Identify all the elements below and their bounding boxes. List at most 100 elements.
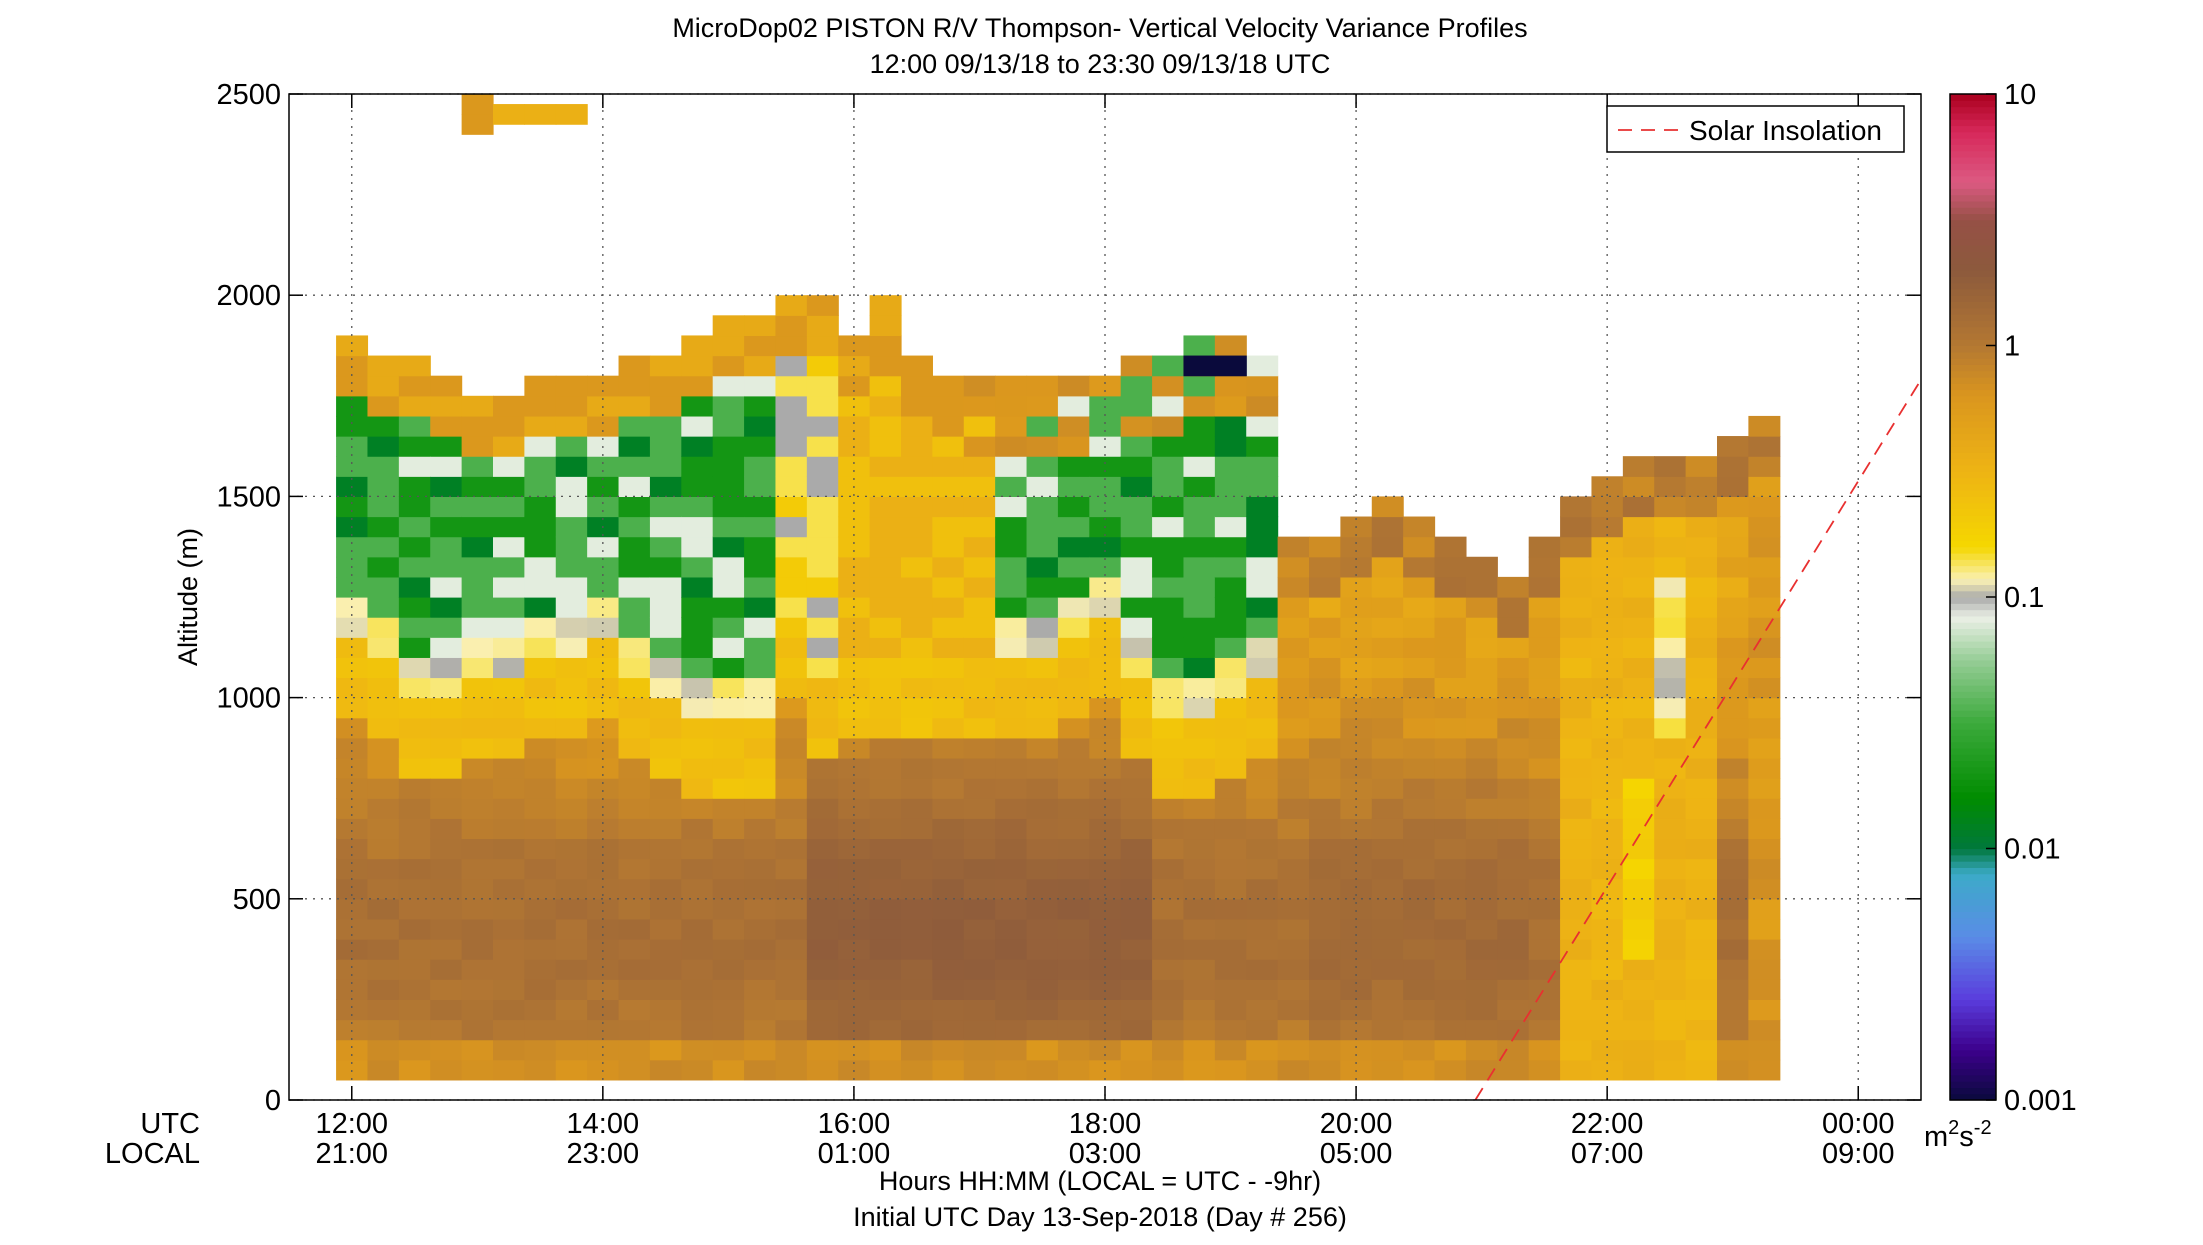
colorbar-segment bbox=[1950, 150, 1996, 158]
heatmap-cell bbox=[995, 999, 1028, 1021]
heatmap-cell bbox=[712, 1059, 745, 1081]
heatmap-cell bbox=[1057, 798, 1090, 819]
heatmap-cell bbox=[1152, 516, 1185, 538]
heatmap-cell bbox=[1654, 798, 1687, 819]
heatmap-cell bbox=[430, 898, 463, 920]
heatmap-cell bbox=[1340, 838, 1373, 860]
heatmap-cell bbox=[1717, 878, 1749, 900]
heatmap-cell bbox=[1685, 516, 1718, 538]
heatmap-cell bbox=[995, 918, 1028, 940]
heatmap-cell bbox=[869, 818, 902, 840]
heatmap-cell bbox=[1685, 838, 1718, 860]
heatmap-cell bbox=[398, 597, 431, 618]
heatmap-cell bbox=[1277, 959, 1310, 980]
heatmap-cell bbox=[901, 918, 933, 940]
heatmap-cell bbox=[1277, 637, 1310, 658]
heatmap-cell bbox=[398, 918, 431, 940]
heatmap-cell bbox=[618, 798, 651, 819]
heatmap-cell bbox=[1277, 1039, 1310, 1061]
heatmap-cell bbox=[963, 496, 996, 518]
heatmap-cell bbox=[555, 1059, 588, 1081]
colorbar-segment bbox=[1950, 615, 1996, 623]
colorbar-segment bbox=[1950, 697, 1996, 705]
heatmap-cell bbox=[1685, 576, 1718, 598]
colorbar-segment bbox=[1950, 559, 1996, 567]
heatmap-cell bbox=[493, 104, 525, 125]
heatmap-cell bbox=[1089, 778, 1122, 799]
heatmap-cell bbox=[430, 697, 463, 719]
heatmap-cell bbox=[681, 818, 714, 840]
heatmap-cell bbox=[524, 999, 557, 1021]
heatmap-cell bbox=[744, 677, 777, 699]
x-tick-label-utc: 12:00 bbox=[315, 1108, 388, 1140]
heatmap-cell bbox=[461, 918, 494, 940]
heatmap-cell bbox=[1183, 375, 1216, 397]
colorbar-segment bbox=[1950, 879, 1996, 887]
heatmap-cell bbox=[1685, 1039, 1718, 1061]
heatmap-cell bbox=[1371, 778, 1404, 799]
heatmap-cell bbox=[1622, 798, 1655, 819]
heatmap-cell bbox=[367, 939, 400, 960]
heatmap-cell bbox=[901, 878, 933, 900]
heatmap-cell bbox=[1591, 898, 1624, 920]
heatmap-cell bbox=[1246, 717, 1279, 739]
colorbar-segment bbox=[1950, 521, 1996, 529]
heatmap-cell bbox=[806, 395, 839, 417]
heatmap-cell bbox=[963, 436, 996, 457]
heatmap-cell bbox=[744, 1059, 777, 1081]
heatmap-cell bbox=[1591, 617, 1624, 638]
heatmap-cell bbox=[744, 415, 777, 437]
heatmap-cell bbox=[1089, 456, 1122, 477]
heatmap-cell bbox=[869, 858, 902, 880]
colorbar-segment bbox=[1950, 823, 1996, 831]
heatmap-cell bbox=[1497, 959, 1530, 980]
heatmap-cell bbox=[336, 757, 369, 779]
colorbar-segment bbox=[1950, 1055, 1996, 1063]
heatmap-cell bbox=[963, 939, 996, 960]
heatmap-cell bbox=[336, 335, 369, 357]
heatmap-cell bbox=[681, 536, 714, 558]
heatmap-cell bbox=[1497, 918, 1530, 940]
colorbar-segment bbox=[1950, 307, 1996, 315]
colorbar-segment bbox=[1950, 829, 1996, 837]
heatmap-cell bbox=[869, 415, 902, 437]
heatmap-cell bbox=[995, 436, 1028, 457]
heatmap-cell bbox=[712, 476, 745, 497]
colorbar-segment bbox=[1950, 1024, 1996, 1032]
colorbar-segment bbox=[1950, 383, 1996, 391]
colorbar-segment bbox=[1950, 804, 1996, 812]
heatmap-cell bbox=[649, 657, 682, 679]
heatmap-cell bbox=[1246, 878, 1279, 900]
heatmap-cell bbox=[587, 918, 620, 940]
heatmap-cell bbox=[995, 617, 1028, 638]
heatmap-cell bbox=[1057, 717, 1090, 739]
heatmap-cell bbox=[1717, 898, 1749, 920]
colorbar-segment bbox=[1950, 923, 1996, 931]
heatmap-cell bbox=[1026, 395, 1059, 417]
heatmap-cell bbox=[1654, 737, 1687, 759]
heatmap-cell bbox=[1371, 878, 1404, 900]
heatmap-cell bbox=[1654, 677, 1687, 699]
heatmap-cell bbox=[806, 355, 839, 377]
heatmap-cell bbox=[367, 1059, 400, 1081]
heatmap-cell bbox=[1654, 858, 1687, 880]
heatmap-cell bbox=[1434, 617, 1467, 638]
heatmap-cell bbox=[1654, 1019, 1687, 1041]
heatmap-cell bbox=[1654, 476, 1687, 497]
heatmap-cell bbox=[430, 757, 463, 779]
heatmap-cell bbox=[1026, 1019, 1059, 1041]
colorbar-segment bbox=[1950, 1093, 1996, 1101]
heatmap-cell bbox=[1057, 476, 1090, 497]
colorbar-segment bbox=[1950, 534, 1996, 542]
heatmap-cell bbox=[1057, 979, 1090, 1000]
x-tick-label-local: 09:00 bbox=[1822, 1138, 1895, 1170]
heatmap-cell bbox=[1591, 778, 1624, 799]
heatmap-cell bbox=[618, 1019, 651, 1041]
heatmap-cell bbox=[1654, 878, 1687, 900]
heatmap-cell bbox=[1183, 959, 1216, 980]
heatmap-cell bbox=[649, 597, 682, 618]
heatmap-cell bbox=[869, 1039, 902, 1061]
heatmap-cell bbox=[1057, 697, 1090, 719]
heatmap-cell bbox=[712, 858, 745, 880]
heatmap-cell bbox=[1748, 556, 1781, 578]
